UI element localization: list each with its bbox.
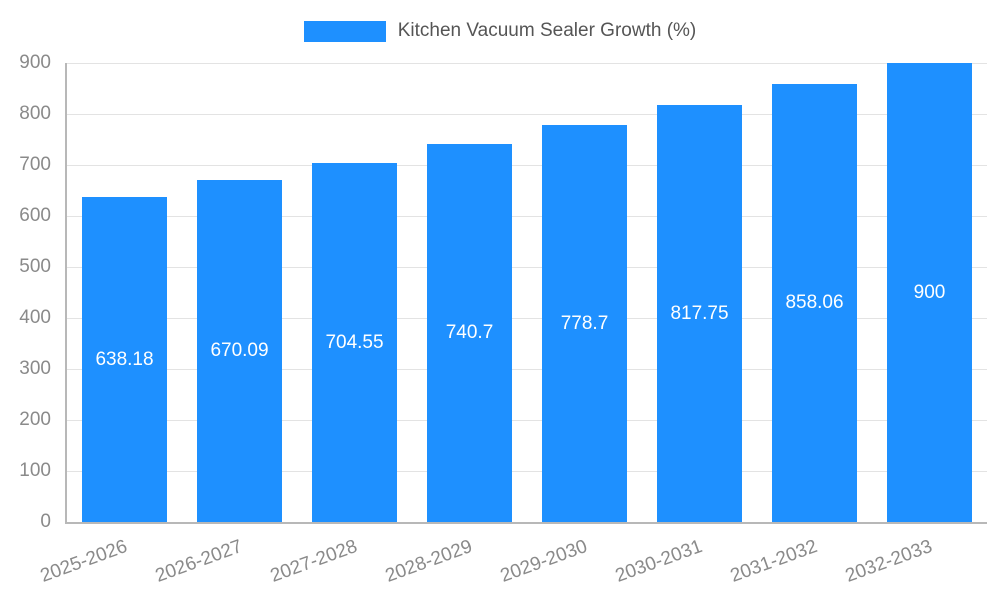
bar-2032-2033: 900 bbox=[887, 63, 972, 522]
gridline bbox=[67, 420, 987, 421]
legend-label: Kitchen Vacuum Sealer Growth (%) bbox=[397, 20, 697, 41]
bar-value-label: 858.06 bbox=[785, 292, 844, 313]
bar-value-label: 670.09 bbox=[210, 340, 269, 361]
y-tick-label: 200 bbox=[19, 409, 51, 430]
chart-legend[interactable]: Kitchen Vacuum Sealer Growth (%) bbox=[0, 20, 1000, 42]
gridline bbox=[67, 369, 987, 370]
bar-value-label: 740.7 bbox=[445, 322, 494, 343]
gridline bbox=[67, 216, 987, 217]
bar-2026-2027: 670.09 bbox=[197, 180, 282, 522]
y-axis: 0 100 200 300 400 500 600 700 800 900 bbox=[0, 52, 57, 532]
y-tick-label: 900 bbox=[19, 52, 51, 73]
y-tick-label: 300 bbox=[19, 358, 51, 379]
bar-2029-2030: 778.7 bbox=[542, 125, 627, 522]
gridline bbox=[67, 267, 987, 268]
bar-value-label: 704.55 bbox=[325, 331, 384, 353]
bar-value-label: 638.18 bbox=[95, 348, 154, 370]
x-axis: 2025-2026 2026-2027 2027-2028 2028-2029 2029… bbox=[37, 524, 985, 600]
gridline bbox=[67, 114, 987, 115]
gridline bbox=[67, 63, 987, 64]
gridline bbox=[67, 471, 987, 472]
bar-value-label: 900 bbox=[913, 281, 946, 303]
y-tick-label: 0 bbox=[40, 511, 51, 532]
y-tick-label: 100 bbox=[19, 460, 51, 481]
bar-2031-2032: 858.06 bbox=[772, 84, 857, 522]
y-tick-label: 700 bbox=[19, 154, 51, 175]
legend-swatch bbox=[303, 20, 386, 42]
y-tick-label: 400 bbox=[19, 307, 51, 328]
bar-2027-2028: 704.55 bbox=[312, 163, 397, 522]
y-tick-label: 500 bbox=[19, 256, 51, 277]
gridline bbox=[67, 318, 987, 319]
plot-area: 638.18 670.09 704.55 740.7 778.7 817.75 858.06… bbox=[65, 63, 987, 524]
bar-value-label: 817.75 bbox=[670, 302, 729, 324]
gridline bbox=[67, 165, 987, 166]
bar-2030-2031: 817.75 bbox=[657, 105, 742, 522]
bar-value-label: 778.7 bbox=[560, 312, 609, 334]
bar-2025-2026: 638.18 bbox=[82, 197, 167, 522]
y-tick-label: 800 bbox=[19, 103, 51, 124]
y-tick-label: 600 bbox=[19, 205, 51, 226]
bar-2028-2029: 740.7 bbox=[427, 144, 512, 522]
